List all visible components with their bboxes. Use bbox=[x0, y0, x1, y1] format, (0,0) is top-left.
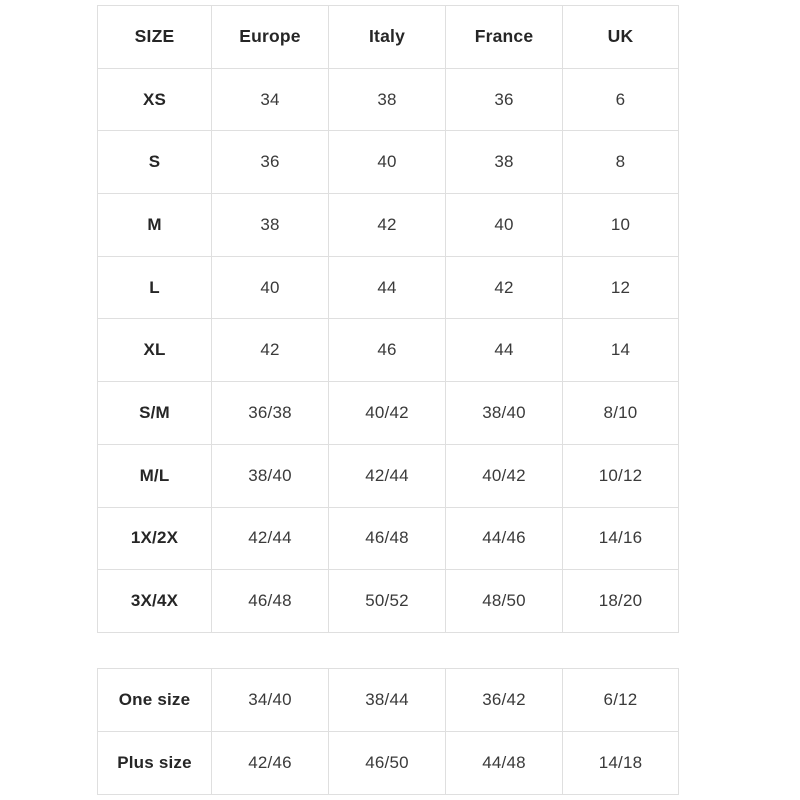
size-value-cell: 38 bbox=[445, 130, 563, 195]
table-row: Plus size 42/46 46/50 44/48 14/18 bbox=[97, 730, 679, 795]
size-value-cell: 38/40 bbox=[211, 443, 329, 508]
size-value-cell: 38 bbox=[328, 67, 446, 132]
table-row: S 36 40 38 8 bbox=[97, 130, 679, 195]
table-row: M 38 42 40 10 bbox=[97, 193, 679, 257]
size-label-cell: XS bbox=[97, 67, 212, 132]
size-label-cell: 1X/2X bbox=[97, 506, 212, 571]
size-value-cell: 8 bbox=[562, 130, 679, 195]
size-conversion-table: SIZE Europe Italy France UK XS 34 38 36 6 S 36 40 38… bbox=[97, 5, 679, 633]
size-value-cell: 18/20 bbox=[562, 569, 679, 633]
special-sizes-body: One size 34/40 38/44 36/42 6/12 Plus size 42/4… bbox=[97, 667, 679, 795]
size-value-cell: 44 bbox=[328, 255, 446, 320]
size-label-cell: S bbox=[97, 130, 212, 195]
table-row: M/L 38/40 42/44 40/42 10/12 bbox=[97, 443, 679, 508]
size-value-cell: 40/42 bbox=[445, 443, 563, 508]
size-value-cell: 14/16 bbox=[562, 506, 679, 571]
size-value-cell: 42/46 bbox=[211, 730, 329, 795]
size-value-cell: 14/18 bbox=[562, 730, 679, 795]
size-label-cell: XL bbox=[97, 318, 212, 383]
column-header: Europe bbox=[211, 5, 329, 69]
table-row: L 40 44 42 12 bbox=[97, 255, 679, 320]
size-value-cell: 10 bbox=[562, 193, 679, 257]
size-value-cell: 36/42 bbox=[445, 667, 563, 732]
table-row: S/M 36/38 40/42 38/40 8/10 bbox=[97, 381, 679, 445]
size-value-cell: 42/44 bbox=[328, 443, 446, 508]
size-label-cell: 3X/4X bbox=[97, 569, 212, 633]
size-value-cell: 42/44 bbox=[211, 506, 329, 571]
size-value-cell: 46/48 bbox=[328, 506, 446, 571]
size-label-cell: One size bbox=[97, 667, 212, 732]
size-value-cell: 42 bbox=[328, 193, 446, 257]
size-label-cell: M bbox=[97, 193, 212, 257]
table-row: XS 34 38 36 6 bbox=[97, 67, 679, 132]
table-row: 3X/4X 46/48 50/52 48/50 18/20 bbox=[97, 569, 679, 633]
size-value-cell: 44 bbox=[445, 318, 563, 383]
special-sizes-table: One size 34/40 38/44 36/42 6/12 Plus size 42/4… bbox=[97, 667, 679, 795]
size-value-cell: 38/44 bbox=[328, 667, 446, 732]
size-value-cell: 50/52 bbox=[328, 569, 446, 633]
column-header: UK bbox=[562, 5, 679, 69]
size-value-cell: 10/12 bbox=[562, 443, 679, 508]
size-value-cell: 42 bbox=[211, 318, 329, 383]
size-value-cell: 34 bbox=[211, 67, 329, 132]
size-label-cell: L bbox=[97, 255, 212, 320]
size-value-cell: 36 bbox=[211, 130, 329, 195]
size-value-cell: 8/10 bbox=[562, 381, 679, 445]
size-value-cell: 40 bbox=[328, 130, 446, 195]
size-value-cell: 14 bbox=[562, 318, 679, 383]
size-value-cell: 46 bbox=[328, 318, 446, 383]
size-value-cell: 40 bbox=[445, 193, 563, 257]
column-header: Italy bbox=[328, 5, 446, 69]
table-row: XL 42 46 44 14 bbox=[97, 318, 679, 383]
size-value-cell: 48/50 bbox=[445, 569, 563, 633]
column-header: France bbox=[445, 5, 563, 69]
size-value-cell: 46/48 bbox=[211, 569, 329, 633]
table-row: One size 34/40 38/44 36/42 6/12 bbox=[97, 667, 679, 732]
size-table-header: SIZE Europe Italy France UK bbox=[97, 5, 679, 69]
column-header: SIZE bbox=[97, 5, 212, 69]
size-value-cell: 42 bbox=[445, 255, 563, 320]
size-label-cell: M/L bbox=[97, 443, 212, 508]
header-row: SIZE Europe Italy France UK bbox=[97, 5, 679, 69]
size-label-cell: S/M bbox=[97, 381, 212, 445]
size-label-cell: Plus size bbox=[97, 730, 212, 795]
size-conversion-section: SIZE Europe Italy France UK XS 34 38 36 6 S 36 40 38… bbox=[97, 5, 679, 795]
size-value-cell: 44/46 bbox=[445, 506, 563, 571]
size-value-cell: 38 bbox=[211, 193, 329, 257]
size-value-cell: 6 bbox=[562, 67, 679, 132]
size-value-cell: 40/42 bbox=[328, 381, 446, 445]
size-value-cell: 44/48 bbox=[445, 730, 563, 795]
size-value-cell: 36 bbox=[445, 67, 563, 132]
size-value-cell: 12 bbox=[562, 255, 679, 320]
size-value-cell: 6/12 bbox=[562, 667, 679, 732]
size-value-cell: 40 bbox=[211, 255, 329, 320]
size-value-cell: 36/38 bbox=[211, 381, 329, 445]
size-table-body: XS 34 38 36 6 S 36 40 38 8 M 38 42 40 10 L 40 44 42 12 XL 42 4… bbox=[97, 67, 679, 633]
size-value-cell: 46/50 bbox=[328, 730, 446, 795]
table-row: 1X/2X 42/44 46/48 44/46 14/16 bbox=[97, 506, 679, 571]
size-value-cell: 34/40 bbox=[211, 667, 329, 732]
size-value-cell: 38/40 bbox=[445, 381, 563, 445]
